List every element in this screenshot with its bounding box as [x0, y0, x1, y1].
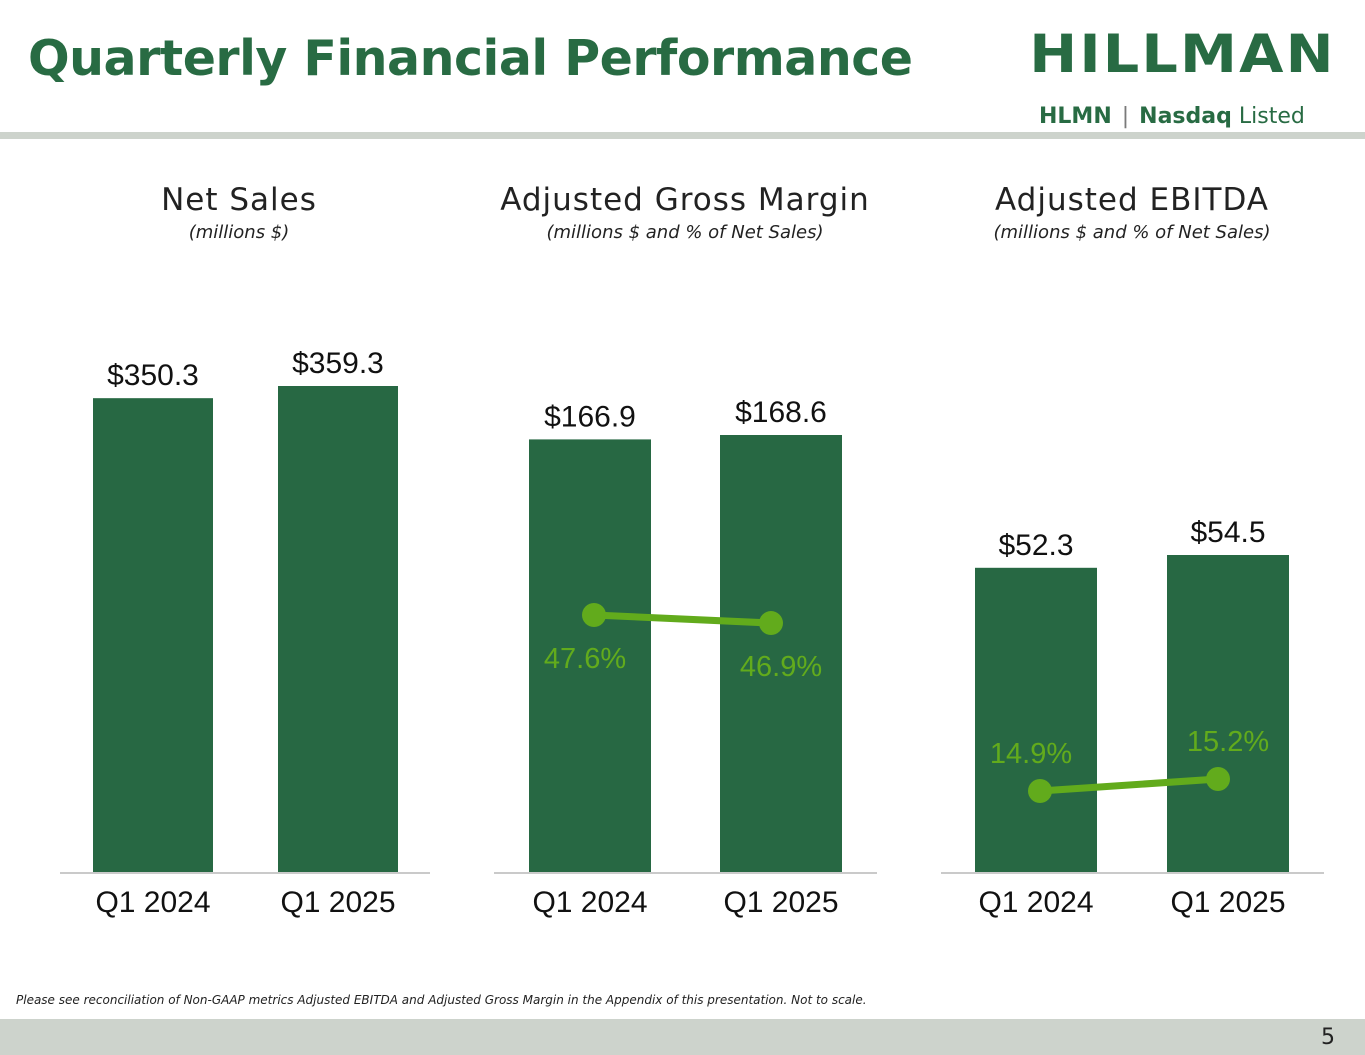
- gross-margin-category-label-2: Q1 2025: [723, 886, 838, 919]
- ebitda-percent-point-1: [1028, 779, 1052, 803]
- hillman-logo: HILLMAN HLMN | Nasdaq Listed: [987, 24, 1349, 129]
- gross-margin-percent-label-1: 47.6%: [544, 643, 626, 675]
- ebitda-percent-line: [1036, 775, 1222, 795]
- gross-margin-category-label-1: Q1 2024: [532, 886, 647, 919]
- header-divider: [0, 132, 1365, 139]
- logo-separator: |: [1121, 104, 1130, 129]
- ebitda-percent-point-2: [1206, 767, 1230, 791]
- logo-wordmark: HILLMAN: [1029, 24, 1336, 85]
- logo-subline: HLMN | Nasdaq Listed: [1039, 104, 1305, 129]
- ebitda-percent-label-1: 14.9%: [990, 738, 1072, 770]
- logo-ticker: HLMN: [1039, 104, 1112, 129]
- logo-exchange: Nasdaq: [1139, 104, 1232, 129]
- ebitda-percent-label-2: 15.2%: [1187, 726, 1269, 758]
- net-sales-category-label-2: Q1 2025: [280, 886, 395, 919]
- page-title: Quarterly Financial Performance: [28, 30, 913, 87]
- ebitda-value-label-1: $52.3: [998, 529, 1073, 562]
- net-sales-heading: Net Sales: [161, 182, 317, 218]
- ebitda-heading: Adjusted EBITDA: [995, 182, 1269, 218]
- gross-margin-percent-label-2: 46.9%: [740, 651, 822, 683]
- net-sales-value-label-1: $350.3: [107, 359, 199, 392]
- gross-margin-heading: Adjusted Gross Margin: [500, 182, 870, 218]
- footnote: Please see reconciliation of Non-GAAP me…: [16, 993, 867, 1007]
- gross-margin-percent-point-1: [582, 603, 606, 627]
- net-sales-bar-1: [93, 398, 213, 872]
- ebitda-category-label-1: Q1 2024: [978, 886, 1093, 919]
- ebitda-subheading: (millions $ and % of Net Sales): [993, 222, 1271, 243]
- net-sales-bar-2: [278, 386, 398, 872]
- gross-margin-percent-point-2: [759, 611, 783, 636]
- ebitda-bar-1: [975, 567, 1097, 872]
- gross-margin-bar-1: [529, 439, 651, 872]
- net-sales-value-label-2: $359.3: [292, 347, 384, 380]
- page-number: 5: [1321, 1025, 1335, 1050]
- net-sales-category-label-1: Q1 2024: [95, 886, 210, 919]
- ebitda-bar-2: [1167, 555, 1289, 872]
- logo-listed: Listed: [1238, 104, 1305, 129]
- gross-margin-value-label-2: $168.6: [735, 396, 827, 429]
- ebitda-category-label-2: Q1 2025: [1170, 886, 1285, 919]
- gross-margin-value-label-1: $166.9: [544, 400, 636, 433]
- footer-bar: [0, 1019, 1365, 1055]
- net-sales-subheading: (millions $): [188, 222, 290, 243]
- gross-margin-bar-2: [720, 435, 842, 872]
- ebitda-value-label-2: $54.5: [1190, 516, 1265, 549]
- gross-margin-percent-line: [590, 611, 775, 627]
- gross-margin-subheading: (millions $ and % of Net Sales): [546, 222, 824, 243]
